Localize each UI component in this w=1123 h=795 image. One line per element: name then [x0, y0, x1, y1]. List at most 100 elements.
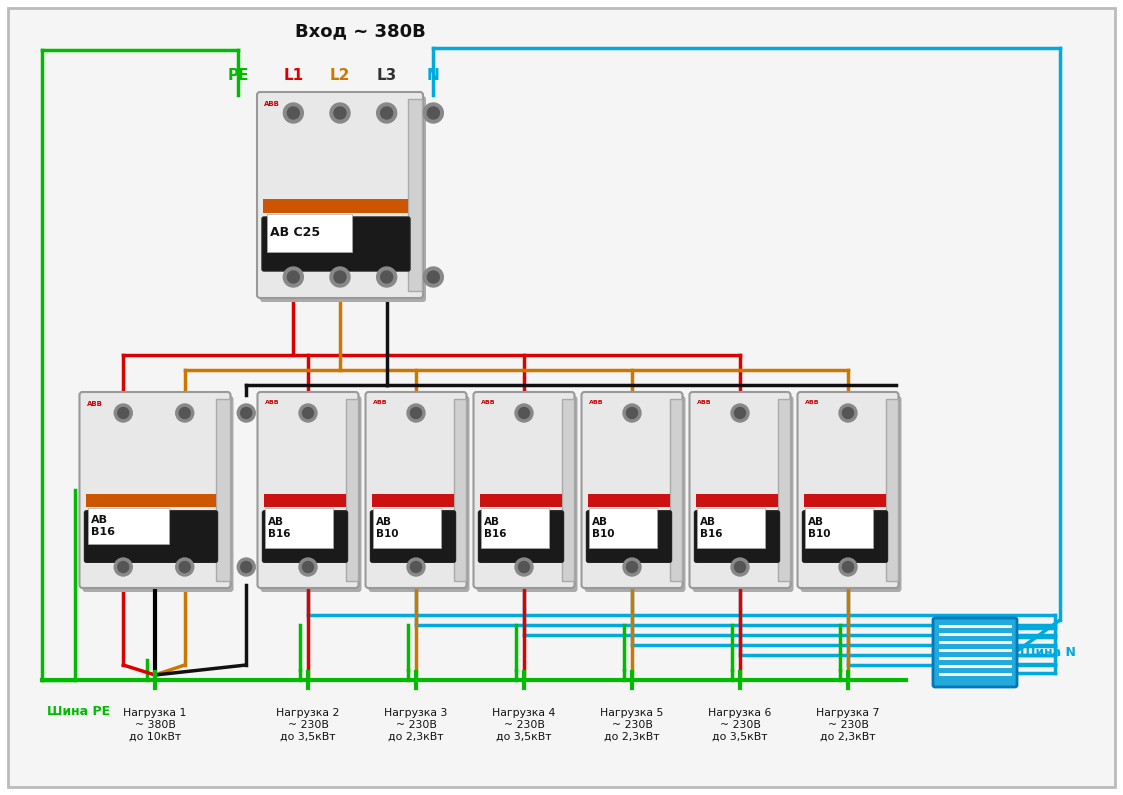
- Circle shape: [299, 404, 317, 422]
- Bar: [669, 399, 682, 581]
- Bar: [372, 494, 454, 507]
- Circle shape: [411, 561, 421, 572]
- FancyBboxPatch shape: [797, 392, 898, 588]
- Text: Нагрузка 1
~ 380В
до 10кВт: Нагрузка 1 ~ 380В до 10кВт: [124, 708, 186, 741]
- FancyBboxPatch shape: [262, 217, 410, 271]
- Text: ABB: ABB: [696, 400, 711, 405]
- Circle shape: [299, 558, 317, 576]
- Circle shape: [180, 408, 190, 418]
- FancyBboxPatch shape: [368, 396, 469, 592]
- Circle shape: [842, 561, 853, 572]
- Circle shape: [115, 404, 133, 422]
- Text: L1: L1: [283, 68, 303, 83]
- FancyBboxPatch shape: [88, 508, 170, 545]
- Circle shape: [330, 267, 350, 287]
- Circle shape: [334, 271, 346, 283]
- Circle shape: [180, 561, 190, 572]
- Text: АВ
В16: АВ В16: [91, 515, 115, 537]
- FancyBboxPatch shape: [8, 8, 1115, 787]
- Bar: [85, 494, 216, 507]
- Circle shape: [734, 561, 746, 572]
- Bar: [408, 99, 422, 291]
- Circle shape: [302, 408, 313, 418]
- Bar: [480, 494, 562, 507]
- Circle shape: [330, 103, 350, 123]
- Text: АВ
В10: АВ В10: [375, 518, 398, 539]
- Bar: [886, 399, 897, 581]
- Circle shape: [627, 408, 638, 418]
- FancyBboxPatch shape: [933, 618, 1017, 687]
- FancyBboxPatch shape: [696, 508, 765, 548]
- FancyBboxPatch shape: [261, 96, 426, 302]
- FancyBboxPatch shape: [474, 392, 575, 588]
- Text: АВ С25: АВ С25: [270, 227, 320, 239]
- Circle shape: [731, 404, 749, 422]
- Circle shape: [515, 558, 533, 576]
- Text: ABB: ABB: [588, 400, 603, 405]
- Text: Нагрузка 4
~ 230В
до 3,5кВт: Нагрузка 4 ~ 230В до 3,5кВт: [492, 708, 556, 741]
- Circle shape: [376, 267, 396, 287]
- FancyBboxPatch shape: [801, 396, 902, 592]
- FancyBboxPatch shape: [478, 511, 564, 562]
- Text: L3: L3: [376, 68, 396, 83]
- Circle shape: [302, 561, 313, 572]
- Circle shape: [519, 561, 530, 572]
- Circle shape: [428, 271, 439, 283]
- FancyBboxPatch shape: [257, 92, 423, 298]
- FancyBboxPatch shape: [803, 511, 887, 562]
- Circle shape: [115, 558, 133, 576]
- Text: АВ
В16: АВ В16: [484, 518, 506, 539]
- FancyBboxPatch shape: [261, 396, 362, 592]
- Circle shape: [734, 408, 746, 418]
- Circle shape: [411, 408, 421, 418]
- Bar: [695, 494, 777, 507]
- Text: Вход ~ 380В: Вход ~ 380В: [294, 22, 426, 40]
- FancyBboxPatch shape: [586, 511, 672, 562]
- Circle shape: [176, 404, 194, 422]
- FancyBboxPatch shape: [80, 392, 230, 588]
- FancyBboxPatch shape: [371, 511, 456, 562]
- Bar: [264, 494, 346, 507]
- Circle shape: [381, 271, 393, 283]
- Text: N: N: [427, 68, 440, 83]
- Circle shape: [627, 561, 638, 572]
- Text: ABB: ABB: [265, 400, 280, 405]
- Circle shape: [423, 267, 444, 287]
- Circle shape: [376, 103, 396, 123]
- Text: Шина N: Шина N: [1020, 646, 1076, 659]
- Circle shape: [240, 561, 252, 572]
- Bar: [803, 494, 886, 507]
- Circle shape: [407, 404, 424, 422]
- Bar: [562, 399, 574, 581]
- Circle shape: [283, 267, 303, 287]
- Circle shape: [237, 404, 255, 422]
- Text: Нагрузка 3
~ 230В
до 2,3кВт: Нагрузка 3 ~ 230В до 2,3кВт: [384, 708, 448, 741]
- Circle shape: [623, 404, 641, 422]
- Text: ABB: ABB: [804, 400, 819, 405]
- Circle shape: [839, 558, 857, 576]
- FancyBboxPatch shape: [84, 511, 218, 562]
- Circle shape: [334, 107, 346, 119]
- Text: АВ
В16: АВ В16: [267, 518, 290, 539]
- FancyBboxPatch shape: [257, 392, 358, 588]
- Text: АВ
В10: АВ В10: [592, 518, 614, 539]
- Circle shape: [118, 561, 129, 572]
- Circle shape: [423, 103, 444, 123]
- Circle shape: [176, 558, 194, 576]
- FancyBboxPatch shape: [365, 392, 466, 588]
- FancyBboxPatch shape: [690, 392, 791, 588]
- Text: АВ
В16: АВ В16: [700, 518, 722, 539]
- Circle shape: [237, 558, 255, 576]
- Text: Нагрузка 7
~ 230В
до 2,3кВт: Нагрузка 7 ~ 230В до 2,3кВт: [816, 708, 879, 741]
- Circle shape: [623, 558, 641, 576]
- Circle shape: [287, 271, 300, 283]
- FancyBboxPatch shape: [693, 396, 794, 592]
- Text: Нагрузка 2
~ 230В
до 3,5кВт: Нагрузка 2 ~ 230В до 3,5кВт: [276, 708, 339, 741]
- Text: L2: L2: [330, 68, 350, 83]
- Circle shape: [407, 558, 424, 576]
- Text: ABB: ABB: [264, 101, 280, 107]
- Circle shape: [283, 103, 303, 123]
- FancyBboxPatch shape: [265, 508, 334, 548]
- Circle shape: [118, 408, 129, 418]
- FancyBboxPatch shape: [582, 392, 683, 588]
